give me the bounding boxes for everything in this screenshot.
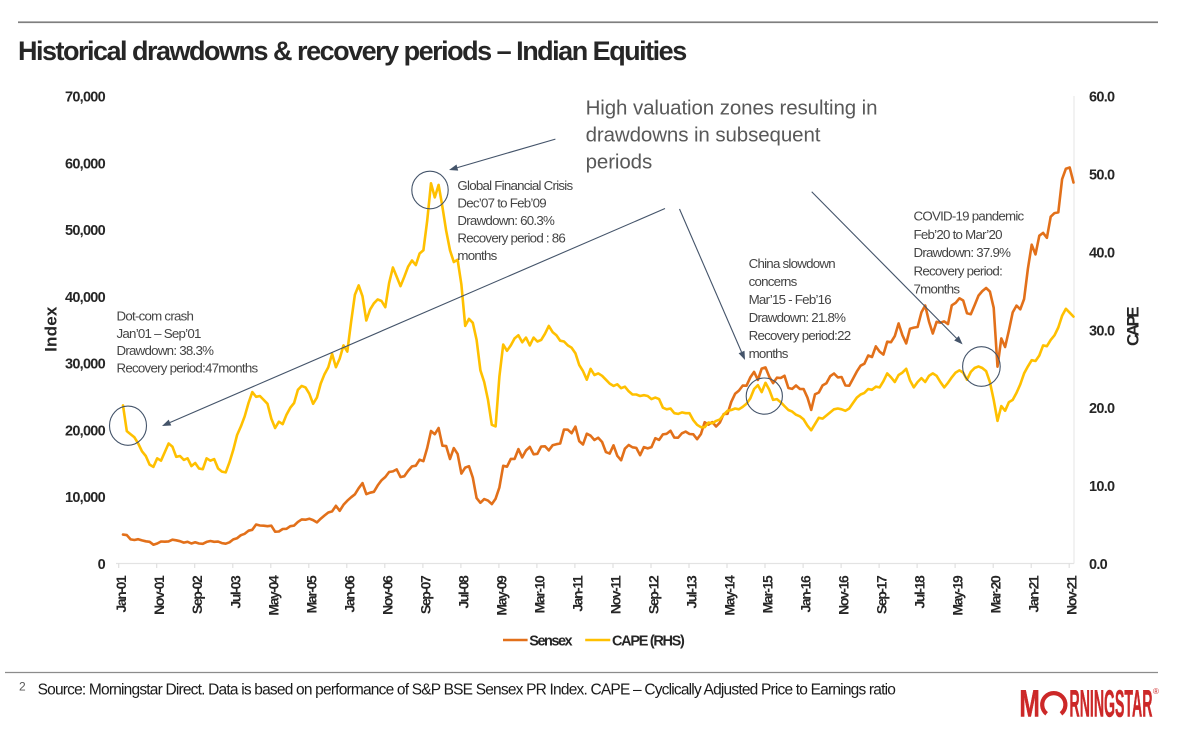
- svg-text:Jul-03: Jul-03: [227, 575, 243, 609]
- svg-text:Sep-07: Sep-07: [417, 575, 433, 614]
- svg-text:Sep-02: Sep-02: [189, 575, 205, 614]
- svg-text:2: 2: [19, 680, 26, 694]
- svg-text:60.0: 60.0: [1089, 90, 1115, 106]
- svg-text:60,000: 60,000: [65, 156, 106, 172]
- svg-text:RNINGSTAR: RNINGSTAR: [1070, 684, 1153, 726]
- svg-text:30,000: 30,000: [65, 357, 106, 373]
- svg-text:Nov-16: Nov-16: [836, 575, 852, 615]
- svg-text:0: 0: [98, 557, 106, 573]
- svg-text:Jan-21: Jan-21: [1026, 575, 1042, 613]
- svg-text:30.0: 30.0: [1089, 323, 1115, 339]
- svg-text:Jul-08: Jul-08: [455, 575, 471, 609]
- svg-text:10.0: 10.0: [1089, 479, 1115, 495]
- svg-text:Nov-21: Nov-21: [1064, 575, 1080, 615]
- svg-text:Mar-15: Mar-15: [760, 575, 776, 613]
- svg-text:Nov-11: Nov-11: [608, 575, 624, 614]
- svg-text:Mar-05: Mar-05: [303, 575, 319, 613]
- svg-text:®: ®: [1153, 687, 1159, 696]
- svg-text:May-04: May-04: [265, 575, 281, 616]
- svg-text:Mar-10: Mar-10: [531, 575, 547, 613]
- svg-text:70,000: 70,000: [65, 90, 106, 106]
- svg-text:0.0: 0.0: [1089, 557, 1108, 573]
- svg-text:Jul-18: Jul-18: [912, 575, 928, 609]
- svg-text:Jul-13: Jul-13: [684, 575, 700, 609]
- svg-text:Jan-11: Jan-11: [569, 575, 585, 612]
- svg-text:Historical drawdowns & recover: Historical drawdowns & recovery periods …: [18, 36, 686, 66]
- svg-text:50,000: 50,000: [65, 223, 106, 239]
- svg-text:Nov-06: Nov-06: [379, 575, 395, 615]
- svg-text:Mar-20: Mar-20: [988, 575, 1004, 613]
- svg-text:Jan-06: Jan-06: [341, 575, 357, 613]
- svg-text:Jan-01: Jan-01: [113, 575, 129, 613]
- svg-text:M: M: [1019, 684, 1039, 726]
- svg-text:10,000: 10,000: [65, 490, 106, 506]
- svg-text:May-09: May-09: [493, 575, 509, 616]
- svg-text:50.0: 50.0: [1089, 168, 1115, 184]
- svg-text:20,000: 20,000: [65, 423, 106, 439]
- svg-text:Jan-16: Jan-16: [798, 575, 814, 613]
- svg-text:May-14: May-14: [722, 575, 738, 616]
- svg-text:Source: Morningstar Direct. Da: Source: Morningstar Direct. Data is base…: [38, 681, 896, 698]
- svg-text:Sep-17: Sep-17: [874, 575, 890, 614]
- svg-text:Sensex: Sensex: [529, 634, 572, 650]
- svg-text:Index: Index: [42, 306, 61, 352]
- svg-text:CAPE: CAPE: [1124, 307, 1143, 346]
- svg-text:40,000: 40,000: [65, 290, 106, 306]
- svg-text:Nov-01: Nov-01: [151, 575, 167, 615]
- svg-text:CAPE (RHS): CAPE (RHS): [612, 634, 685, 650]
- svg-text:40.0: 40.0: [1089, 245, 1115, 261]
- svg-text:20.0: 20.0: [1089, 401, 1115, 417]
- svg-text:May-19: May-19: [950, 575, 966, 616]
- svg-text:Sep-12: Sep-12: [646, 575, 662, 614]
